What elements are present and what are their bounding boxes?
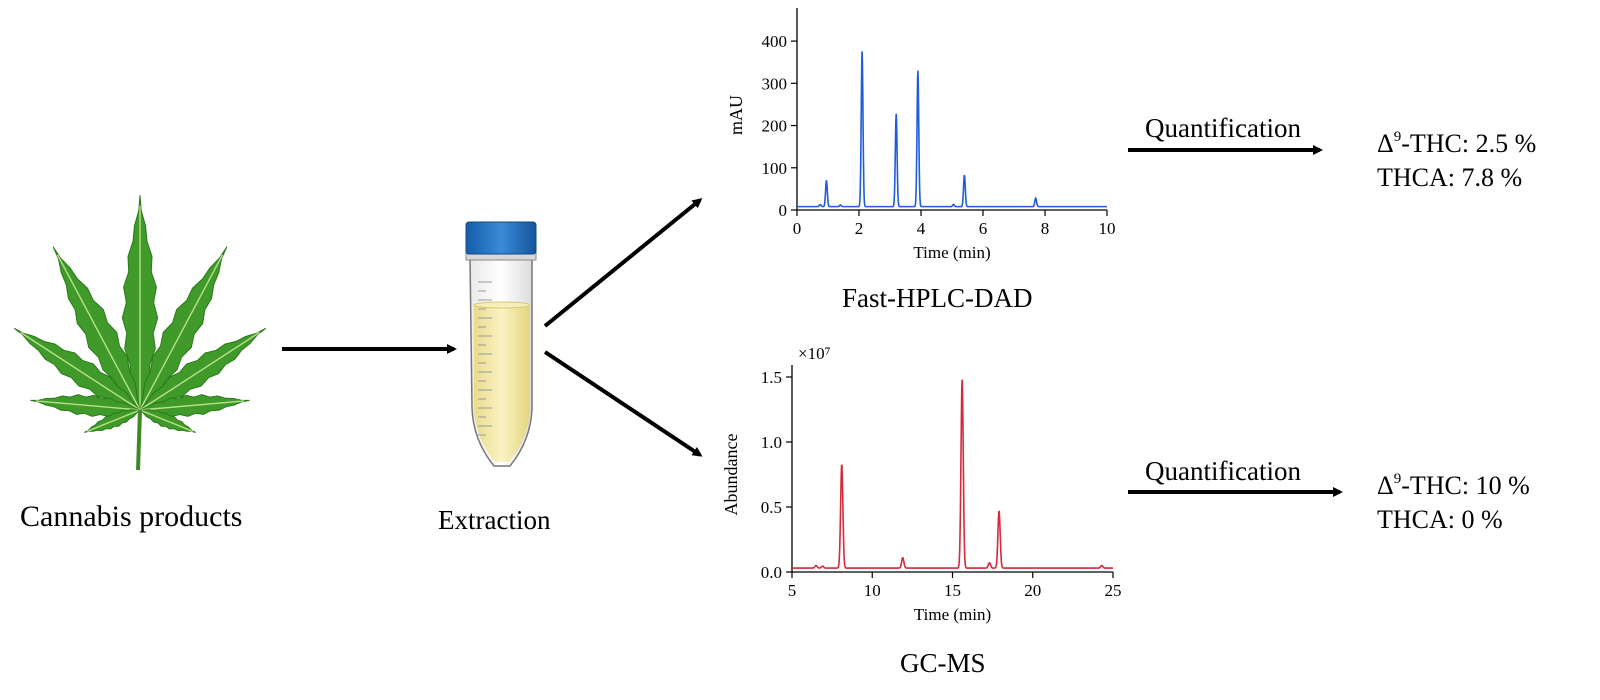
label-gc-ms: GC-MS [900,648,986,678]
y-tick-label: 100 [762,159,788,178]
peak-point [820,204,821,205]
arrows [282,145,1343,497]
peak-point [840,204,841,205]
x-tick-label: 6 [979,219,988,238]
y-axis-label: Abundance [721,434,741,516]
y-tick-label: 300 [762,74,788,93]
result-bottom: Δ9-THC: 10 % THCA: 0 % [1377,462,1530,537]
arrow-to-gcms [543,350,703,457]
gcms-chromatogram: 5 10 15 20 25 0.0 0.5 1.0 1.5 Time (min) Abundance… [721,344,1122,624]
result-top-thc: Δ9-THC: 2.5 % [1377,129,1537,158]
peak-point [989,562,990,563]
peak-point [826,180,827,181]
peak-point [896,113,897,114]
y-tick-label: 200 [762,117,788,136]
peak-point [862,51,863,52]
result-top-thca: THCA: 7.8 % [1377,163,1523,192]
falcon-tube-icon [465,221,537,467]
label-quantification-top: Quantification [1145,113,1301,143]
label-fast-hplc-dad: Fast-HPLC-DAD [842,283,1033,313]
result-bottom-thca: THCA: 0 % [1377,505,1503,534]
y-tick-label: 400 [762,32,788,51]
y-axis-label: mAU [726,95,746,135]
peak-point [1035,198,1036,199]
x-tick-label: 25 [1105,581,1122,600]
y-tick-label: 1.0 [761,433,782,452]
peak-point [822,566,823,567]
label-quantification-bottom: Quantification [1145,456,1301,486]
y-tick-label: 0 [779,201,788,220]
y-tick-label: 0.5 [761,498,782,517]
x-tick-label: 4 [917,219,926,238]
peak-point [962,379,963,380]
peak-point [816,565,817,566]
result-top: Δ9-THC: 2.5 % THCA: 7.8 % [1377,120,1536,195]
x-tick-label: 8 [1041,219,1050,238]
cannabis-leaf-icon [13,194,267,471]
y-multiplier: ×10⁷ [798,344,831,363]
chromatogram-trace [792,379,1113,569]
x-tick-label: 10 [1099,219,1116,238]
peak-point [964,174,965,175]
x-tick-label: 5 [788,581,797,600]
result-bottom-thc: Δ9-THC: 10 % [1377,471,1530,500]
x-tick-label: 20 [1024,581,1041,600]
axis-lines [796,8,1107,211]
x-tick-label: 15 [944,581,961,600]
x-tick-label: 2 [855,219,864,238]
peak-point [1101,565,1102,566]
chromatogram-trace [797,51,1107,208]
peak-point [917,70,918,71]
peak-point [841,464,842,465]
x-axis-label: Time (min) [913,243,990,262]
label-extraction: Extraction [438,505,551,535]
x-tick-label: 10 [864,581,881,600]
arrow-to-hplc [543,198,703,328]
label-cannabis-products: Cannabis products [20,500,243,533]
x-axis-label: Time (min) [914,605,991,624]
y-tick-label: 1.5 [761,368,782,387]
peak-point [999,510,1000,511]
peak-point [902,557,903,558]
y-tick-label: 0.0 [761,563,782,582]
peak-point [953,204,954,205]
x-tick-label: 0 [793,219,802,238]
